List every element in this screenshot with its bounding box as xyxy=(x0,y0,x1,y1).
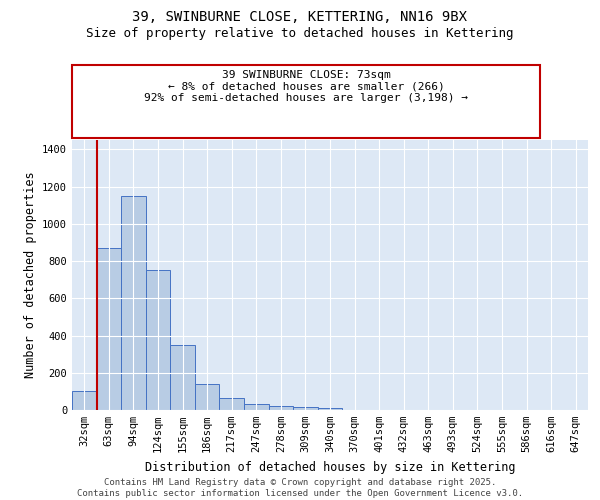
Bar xyxy=(72,392,97,410)
Bar xyxy=(121,196,146,410)
Bar xyxy=(318,408,342,410)
Bar xyxy=(146,270,170,410)
Bar xyxy=(195,384,220,410)
Text: Contains HM Land Registry data © Crown copyright and database right 2025.
Contai: Contains HM Land Registry data © Crown c… xyxy=(77,478,523,498)
Bar xyxy=(97,248,121,410)
Bar xyxy=(220,398,244,410)
Text: Size of property relative to detached houses in Kettering: Size of property relative to detached ho… xyxy=(86,28,514,40)
Text: 39 SWINBURNE CLOSE: 73sqm
← 8% of detached houses are smaller (266)
92% of semi-: 39 SWINBURNE CLOSE: 73sqm ← 8% of detach… xyxy=(144,70,468,103)
Y-axis label: Number of detached properties: Number of detached properties xyxy=(23,172,37,378)
Bar xyxy=(170,345,195,410)
Text: 39, SWINBURNE CLOSE, KETTERING, NN16 9BX: 39, SWINBURNE CLOSE, KETTERING, NN16 9BX xyxy=(133,10,467,24)
Bar xyxy=(269,406,293,410)
Bar xyxy=(293,408,318,410)
Bar xyxy=(244,404,269,410)
X-axis label: Distribution of detached houses by size in Kettering: Distribution of detached houses by size … xyxy=(145,460,515,473)
